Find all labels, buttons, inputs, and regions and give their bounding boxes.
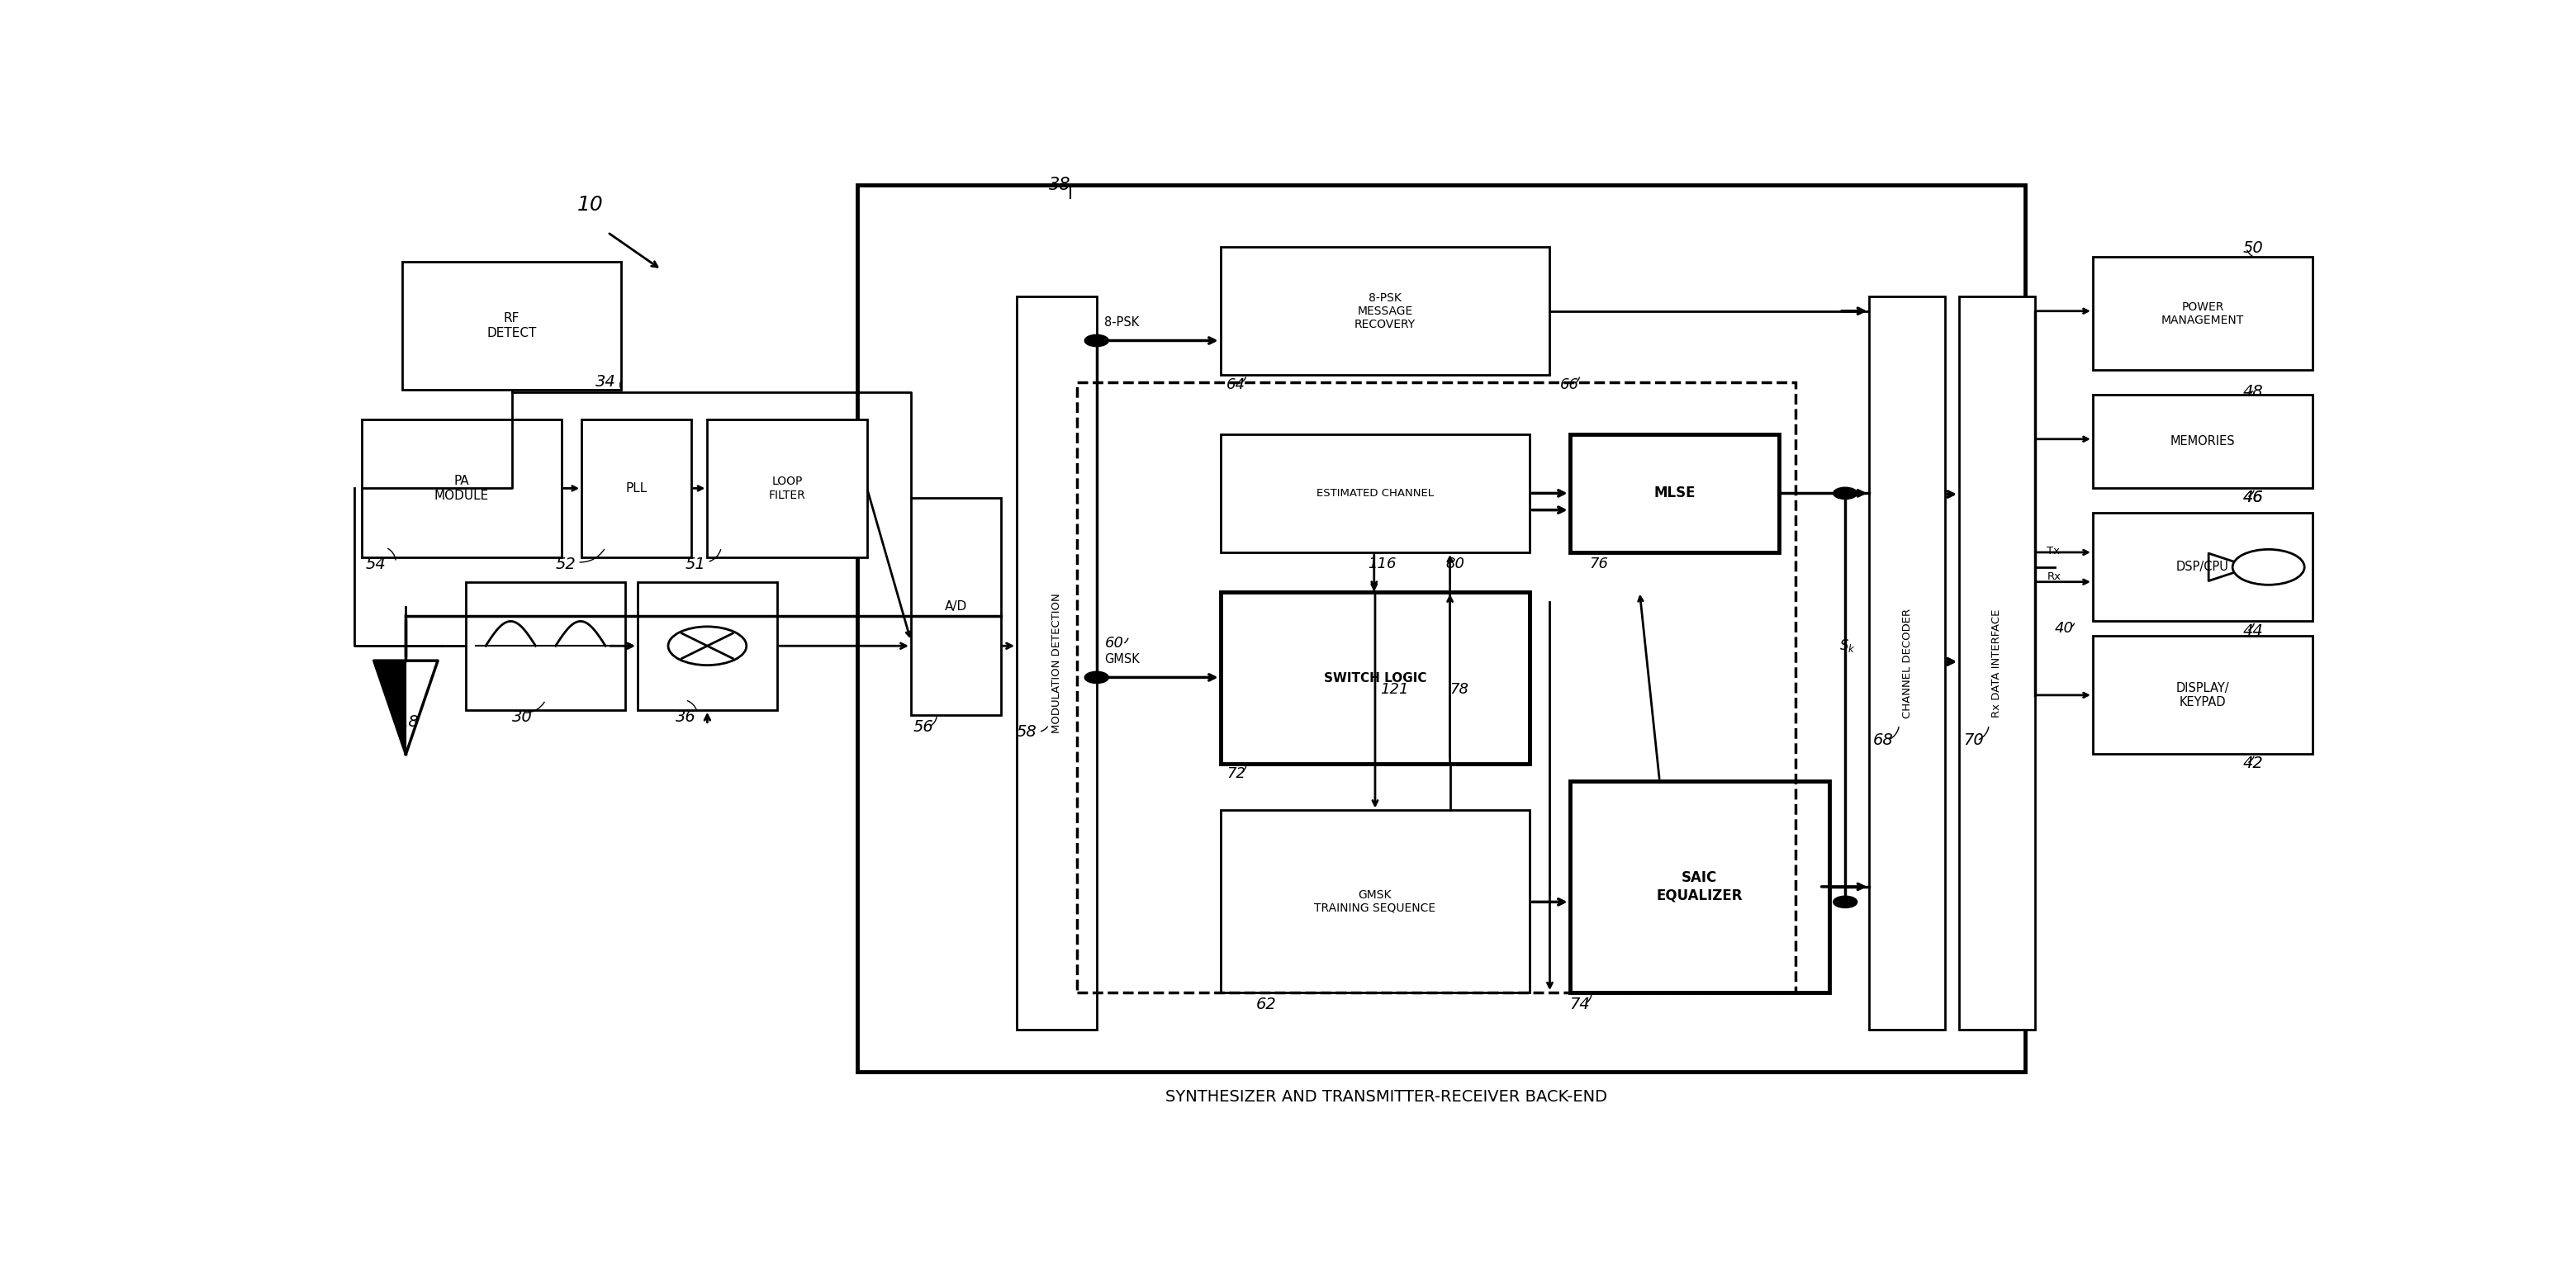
Bar bbox=[582, 420, 690, 558]
Bar bbox=[2092, 257, 2313, 370]
Text: 72: 72 bbox=[1226, 766, 1244, 780]
Text: 121: 121 bbox=[1381, 682, 1409, 697]
Bar bbox=[2092, 513, 2313, 622]
Text: 36: 36 bbox=[675, 709, 696, 725]
Text: A/D: A/D bbox=[945, 600, 966, 613]
Text: MEMORIES: MEMORIES bbox=[2169, 435, 2236, 448]
Text: MLSE: MLSE bbox=[1654, 486, 1695, 500]
Text: 18: 18 bbox=[397, 714, 417, 729]
Bar bbox=[1077, 382, 1795, 993]
Text: MODULATION DETECTION: MODULATION DETECTION bbox=[1051, 593, 1061, 733]
Bar bbox=[2092, 636, 2313, 755]
Text: 50: 50 bbox=[2244, 240, 2262, 256]
Bar bbox=[1221, 247, 1551, 375]
Bar bbox=[1221, 811, 1530, 993]
Text: 60: 60 bbox=[1105, 636, 1123, 651]
Text: SWITCH LOGIC: SWITCH LOGIC bbox=[1324, 671, 1427, 684]
Text: 116: 116 bbox=[1368, 556, 1396, 570]
Text: 76: 76 bbox=[1589, 556, 1607, 570]
Text: PLL: PLL bbox=[626, 482, 647, 495]
Text: 42: 42 bbox=[2244, 756, 2262, 771]
Text: SYNTHESIZER AND TRANSMITTER-RECEIVER BACK-END: SYNTHESIZER AND TRANSMITTER-RECEIVER BAC… bbox=[1164, 1090, 1607, 1105]
Text: 46: 46 bbox=[2244, 490, 2262, 505]
Circle shape bbox=[2233, 550, 2306, 585]
Circle shape bbox=[1834, 897, 1857, 908]
Bar bbox=[858, 185, 2025, 1072]
Bar bbox=[1958, 297, 2035, 1030]
Text: CHANNEL DECODER: CHANNEL DECODER bbox=[1901, 609, 1911, 718]
Text: 44: 44 bbox=[2244, 623, 2262, 640]
Text: PA
MODULE: PA MODULE bbox=[435, 475, 489, 501]
Bar bbox=[361, 420, 562, 558]
Text: 8-PSK: 8-PSK bbox=[1105, 316, 1139, 329]
Text: 38: 38 bbox=[1048, 177, 1072, 193]
Text: 54: 54 bbox=[366, 556, 386, 572]
Text: Rx: Rx bbox=[2048, 572, 2061, 582]
Bar bbox=[402, 262, 621, 390]
Text: POWER
MANAGEMENT: POWER MANAGEMENT bbox=[2161, 301, 2244, 326]
Text: Rx DATA INTERFACE: Rx DATA INTERFACE bbox=[1991, 609, 2002, 718]
Text: 56: 56 bbox=[912, 719, 933, 734]
Text: RF
DETECT: RF DETECT bbox=[487, 312, 536, 339]
Bar bbox=[1018, 297, 1097, 1030]
Bar bbox=[1569, 434, 1780, 553]
Text: 8-PSK
MESSAGE
RECOVERY: 8-PSK MESSAGE RECOVERY bbox=[1355, 292, 1417, 330]
Text: 52: 52 bbox=[556, 556, 577, 572]
Polygon shape bbox=[374, 661, 407, 755]
Text: LOOP
FILTER: LOOP FILTER bbox=[768, 476, 806, 501]
Bar bbox=[1221, 592, 1530, 764]
Text: 40: 40 bbox=[2056, 622, 2074, 636]
Circle shape bbox=[1834, 487, 1857, 499]
Text: ESTIMATED CHANNEL: ESTIMATED CHANNEL bbox=[1316, 487, 1435, 499]
Text: 78: 78 bbox=[1450, 682, 1468, 697]
Text: GMSK
TRAINING SEQUENCE: GMSK TRAINING SEQUENCE bbox=[1314, 889, 1435, 914]
Bar bbox=[2092, 395, 2313, 489]
Text: 30: 30 bbox=[513, 709, 533, 725]
Text: 62: 62 bbox=[1257, 996, 1278, 1012]
Text: 68: 68 bbox=[1873, 733, 1893, 748]
Text: 34: 34 bbox=[595, 375, 616, 390]
Bar bbox=[1221, 434, 1530, 553]
Text: 80: 80 bbox=[1445, 556, 1466, 570]
Text: 70: 70 bbox=[1963, 733, 1984, 748]
Bar bbox=[1569, 780, 1829, 993]
Text: SAIC
EQUALIZER: SAIC EQUALIZER bbox=[1656, 871, 1744, 903]
Text: 66: 66 bbox=[1561, 377, 1579, 391]
Bar bbox=[912, 498, 999, 715]
Circle shape bbox=[1084, 335, 1108, 347]
Text: 74: 74 bbox=[1569, 996, 1589, 1012]
Text: 46: 46 bbox=[2244, 490, 2262, 505]
Bar bbox=[466, 582, 626, 710]
Text: $S_k$: $S_k$ bbox=[1839, 638, 1855, 654]
Text: Tx: Tx bbox=[2048, 546, 2061, 556]
Text: DSP/CPU: DSP/CPU bbox=[2177, 561, 2228, 573]
Text: 58: 58 bbox=[1018, 724, 1038, 739]
Circle shape bbox=[667, 627, 747, 665]
Bar bbox=[636, 582, 778, 710]
Text: 51: 51 bbox=[685, 556, 706, 572]
Circle shape bbox=[1084, 671, 1108, 683]
Bar bbox=[1870, 297, 1945, 1030]
Text: 48: 48 bbox=[2244, 384, 2262, 399]
Text: 10: 10 bbox=[577, 194, 603, 215]
Polygon shape bbox=[374, 661, 438, 755]
Text: DISPLAY/
KEYPAD: DISPLAY/ KEYPAD bbox=[2177, 682, 2228, 709]
Bar bbox=[708, 420, 868, 558]
Text: 64: 64 bbox=[1226, 377, 1244, 391]
Text: GMSK: GMSK bbox=[1105, 654, 1141, 665]
